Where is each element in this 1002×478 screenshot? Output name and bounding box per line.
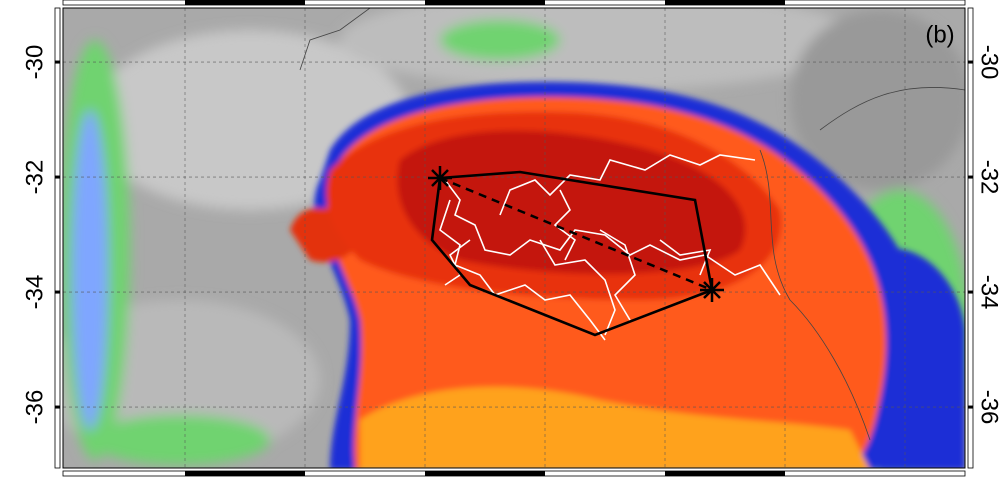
satellite-image [63,8,965,468]
grid [184,8,906,468]
flash-outline [428,166,724,337]
lat-label-right: -36 [976,390,1002,425]
map-frame [62,7,966,469]
coastlines [299,8,965,441]
lat-label-left: -36 [21,390,48,425]
panel-label: (b) [925,21,954,48]
lat-label-left: -32 [21,160,48,195]
lightning-channels [439,154,781,341]
lat-label-left: -30 [21,45,48,80]
lat-label-right: -32 [976,160,1002,195]
lat-label-right: -34 [976,275,1002,310]
lat-label-left: -34 [21,275,48,310]
lat-label-right: -30 [976,45,1002,80]
scale-bars [54,0,974,477]
